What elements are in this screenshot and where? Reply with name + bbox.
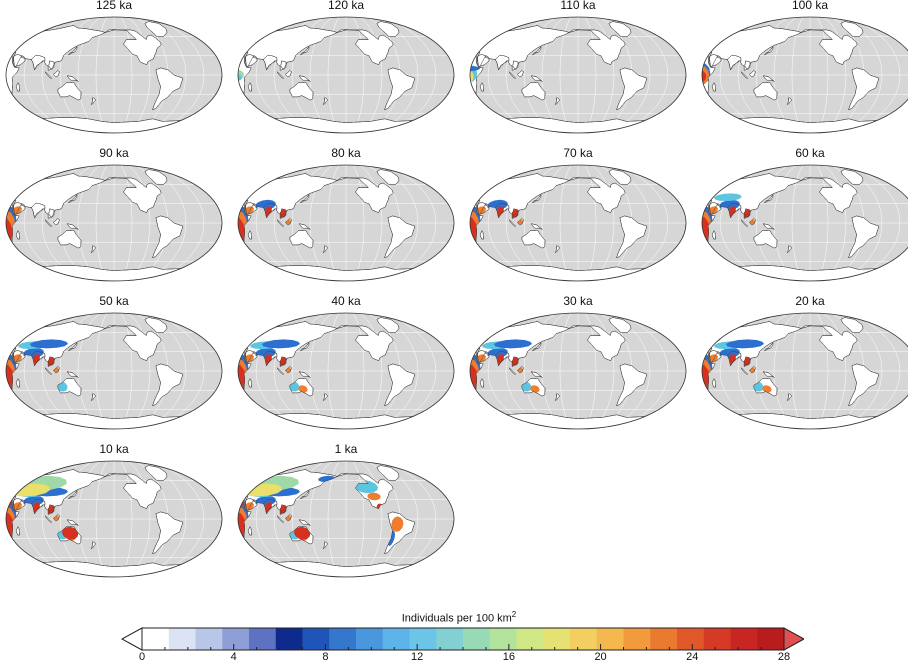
map-panel-title: 50 ka [99, 294, 129, 308]
world-map [5, 460, 223, 578]
world-map [5, 312, 223, 430]
colorbar-title: Individuals per 100 km2 [401, 610, 517, 625]
colorbar-legend: Individuals per 100 km2 0 4 8 12 16 20 24 28 [114, 610, 804, 666]
world-map [701, 164, 908, 282]
colorbar-tick-label: 12 [411, 651, 424, 663]
map-panel-title: 60 ka [795, 146, 825, 160]
map-panel-title: 30 ka [563, 294, 593, 308]
map-panel: 40 ka [235, 294, 457, 434]
colorbar-swatch [703, 628, 731, 650]
colorbar-swatch [275, 628, 303, 650]
world-map [469, 16, 687, 134]
world-map [237, 16, 455, 134]
colorbar-tick-label: 24 [686, 651, 699, 663]
colorbar-low-arrow [120, 627, 143, 651]
map-panel-title: 80 ka [331, 146, 361, 160]
map-panel-title: 120 ka [327, 0, 365, 12]
map-panel: 80 ka [235, 146, 457, 286]
map-panel: 110 ka [467, 0, 689, 138]
colorbar-tick-label: 20 [594, 651, 607, 663]
map-panel-title: 40 ka [331, 294, 361, 308]
colorbar-swatch [409, 628, 437, 650]
colorbar-title-superscript: 2 [511, 610, 517, 619]
colorbar-swatch [623, 628, 651, 650]
colorbar-swatch [302, 628, 330, 650]
world-map [237, 164, 455, 282]
colorbar-tick-label: 28 [777, 651, 791, 663]
world-map [701, 16, 908, 134]
map-panel: 1 ka [235, 442, 457, 582]
world-map [5, 16, 223, 134]
colorbar-swatch [516, 628, 544, 650]
colorbar-tick-label: 8 [322, 651, 329, 663]
colorbar-swatch [329, 628, 357, 650]
world-map [5, 164, 223, 282]
colorbar-swatch [650, 628, 678, 650]
colorbar-swatch [543, 628, 571, 650]
colorbar-swatch [757, 628, 785, 650]
colorbar [120, 627, 804, 651]
map-panel: 60 ka [699, 146, 908, 286]
world-map [237, 312, 455, 430]
map-panel: 20 ka [699, 294, 908, 434]
world-map [469, 164, 687, 282]
colorbar-tick-label: 4 [230, 651, 237, 663]
colorbar-swatch [570, 628, 598, 650]
map-panel-title: 1 ka [334, 442, 358, 456]
colorbar-swatch [596, 628, 624, 650]
map-panel: 70 ka [467, 146, 689, 286]
colorbar-swatch [489, 628, 517, 650]
colorbar-swatch [356, 628, 384, 650]
map-panel-title: 70 ka [563, 146, 593, 160]
colorbar-tick-label: 16 [502, 651, 515, 663]
colorbar-swatch [249, 628, 277, 650]
map-panel: 30 ka [467, 294, 689, 434]
colorbar-swatch [436, 628, 464, 650]
colorbar-swatch [463, 628, 491, 650]
colorbar-high-arrow [783, 627, 804, 651]
colorbar-swatch [677, 628, 705, 650]
map-panel-title: 100 ka [791, 0, 829, 12]
colorbar-swatch [730, 628, 758, 650]
colorbar-swatch [195, 628, 223, 650]
map-panel: 10 ka [3, 442, 225, 582]
colorbar-swatch [142, 628, 170, 650]
map-panel: 100 ka [699, 0, 908, 138]
map-panel: 50 ka [3, 294, 225, 434]
colorbar-swatch [222, 628, 250, 650]
world-map [237, 460, 455, 578]
colorbar-swatch [382, 628, 410, 650]
map-panel: 90 ka [3, 146, 225, 286]
world-map [701, 312, 908, 430]
map-panel: 125 ka [3, 0, 225, 138]
map-panel-title: 125 ka [95, 0, 133, 12]
map-panel-title: 20 ka [795, 294, 825, 308]
map-panel-title: 90 ka [99, 146, 129, 160]
colorbar-tick-label: 0 [138, 651, 146, 663]
map-panel-title: 10 ka [99, 442, 129, 456]
colorbar-swatch [168, 628, 196, 650]
map-panel-title: 110 ka [560, 0, 596, 12]
map-panel: 120 ka [235, 0, 457, 138]
world-map [469, 312, 687, 430]
